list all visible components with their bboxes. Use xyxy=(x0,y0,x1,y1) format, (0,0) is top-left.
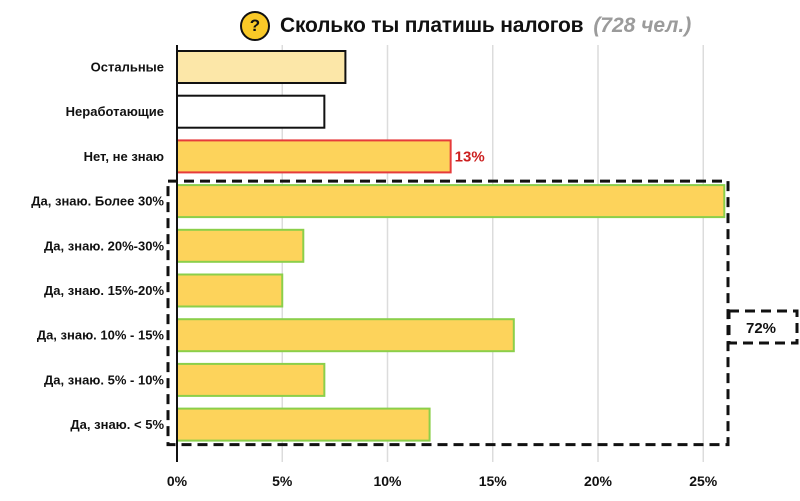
category-label: Да, знаю. < 5% xyxy=(70,417,164,432)
category-label: Остальные xyxy=(91,60,164,75)
category-label: Да, знаю. 10% - 15% xyxy=(37,328,165,343)
group-callout-label: 72% xyxy=(746,320,776,337)
x-tick-label: 25% xyxy=(689,473,718,489)
sample-size: (728 чел.) xyxy=(593,14,692,37)
category-label: Нет, не знаю xyxy=(84,149,164,164)
x-tick-label: 0% xyxy=(167,473,188,489)
title-text: Сколько ты платишь налогов xyxy=(280,14,584,37)
bar xyxy=(176,139,452,174)
group-callout-box xyxy=(727,309,799,345)
category-label: Неработающие xyxy=(66,104,164,119)
x-tick-label: 5% xyxy=(272,473,293,489)
bar xyxy=(176,228,305,263)
annotation-label: 13% xyxy=(455,148,485,165)
category-label: Да, знаю. Более 30% xyxy=(31,194,164,209)
category-label: Да, знаю. 20%-30% xyxy=(44,238,164,253)
x-tick-label: 20% xyxy=(584,473,613,489)
bar xyxy=(176,273,284,308)
bar xyxy=(176,362,326,397)
bar xyxy=(176,94,326,129)
group-bracket xyxy=(166,179,730,447)
x-tick-label: 15% xyxy=(479,473,508,489)
x-tick-label: 10% xyxy=(373,473,402,489)
bar xyxy=(176,407,431,442)
bar xyxy=(176,50,347,84)
category-label: Да, знаю. 15%-20% xyxy=(44,283,164,298)
bar xyxy=(176,318,515,353)
question-icon: ? xyxy=(240,11,270,41)
bar xyxy=(176,184,726,219)
chart-title: ? Сколько ты платишь налогов (728 чел.) xyxy=(240,9,691,43)
category-label: Да, знаю. 5% - 10% xyxy=(44,372,164,387)
